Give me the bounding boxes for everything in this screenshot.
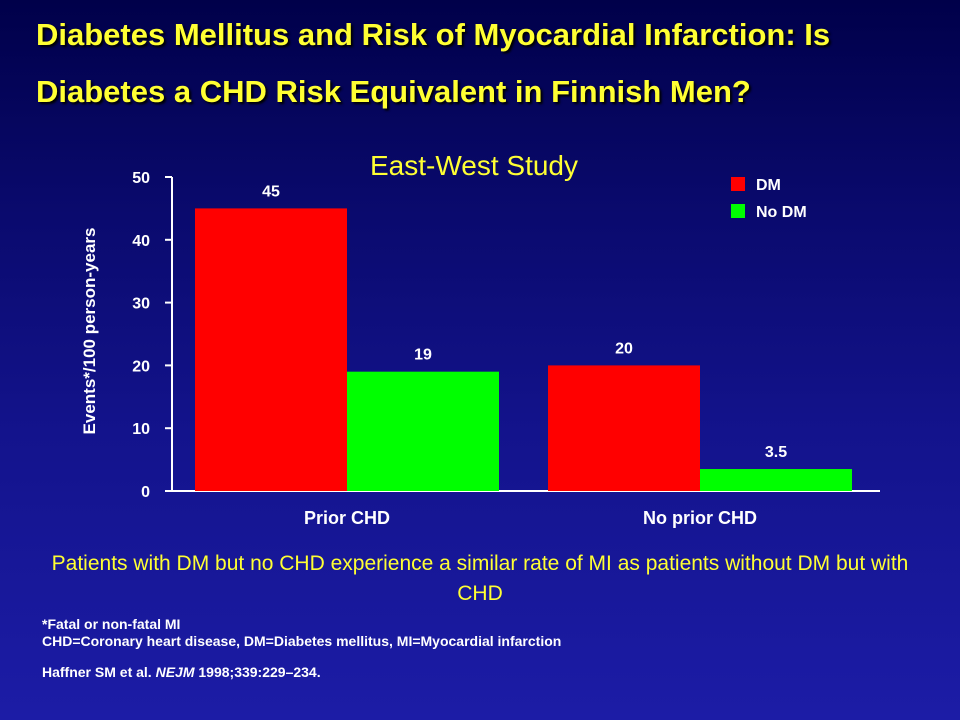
bar-chart: 0 10 20 30 40 50 Events*/100 person-years 45 19 P… xyxy=(80,170,852,528)
data-label: 20 xyxy=(615,340,633,357)
legend-label: DM xyxy=(756,177,781,194)
y-tick-label: 30 xyxy=(132,296,150,313)
bar-no-dm xyxy=(347,371,499,491)
slide-title: Diabetes Mellitus and Risk of Myocardial… xyxy=(36,17,831,109)
reference-citation: 1998;339:229–234. xyxy=(198,664,321,680)
reference-authors: Haffner SM et al. xyxy=(42,664,152,680)
y-axis-label: Events*/100 person-years xyxy=(80,228,99,435)
legend-label: No DM xyxy=(756,204,807,221)
reference-journal: NEJM xyxy=(155,664,195,680)
x-category-label: Prior CHD xyxy=(304,508,390,528)
x-category-label: No prior CHD xyxy=(643,508,757,528)
footnote-definition: *Fatal or non-fatal MI xyxy=(42,616,181,632)
data-label: 3.5 xyxy=(765,444,787,461)
bar-dm xyxy=(548,365,700,491)
chart-subtitle: East-West Study xyxy=(370,150,579,181)
reference: Haffner SM et al. NEJM 1998;339:229–234. xyxy=(42,660,382,684)
y-tick-label: 10 xyxy=(132,421,150,438)
summary-text: Patients with DM but no CHD experience a… xyxy=(51,552,909,605)
y-tick-label: 40 xyxy=(132,233,150,250)
legend-swatch xyxy=(731,177,745,191)
legend-swatch xyxy=(731,204,745,218)
y-tick-label: 50 xyxy=(132,170,150,187)
data-label: 19 xyxy=(414,347,432,364)
y-tick-label: 0 xyxy=(141,484,150,501)
footnote-abbreviations: CHD=Coronary heart disease, DM=Diabetes … xyxy=(42,633,562,649)
y-tick-label: 20 xyxy=(132,358,150,375)
bar-no-dm xyxy=(700,469,852,491)
data-label: 45 xyxy=(262,183,280,200)
bar-dm xyxy=(195,208,347,491)
